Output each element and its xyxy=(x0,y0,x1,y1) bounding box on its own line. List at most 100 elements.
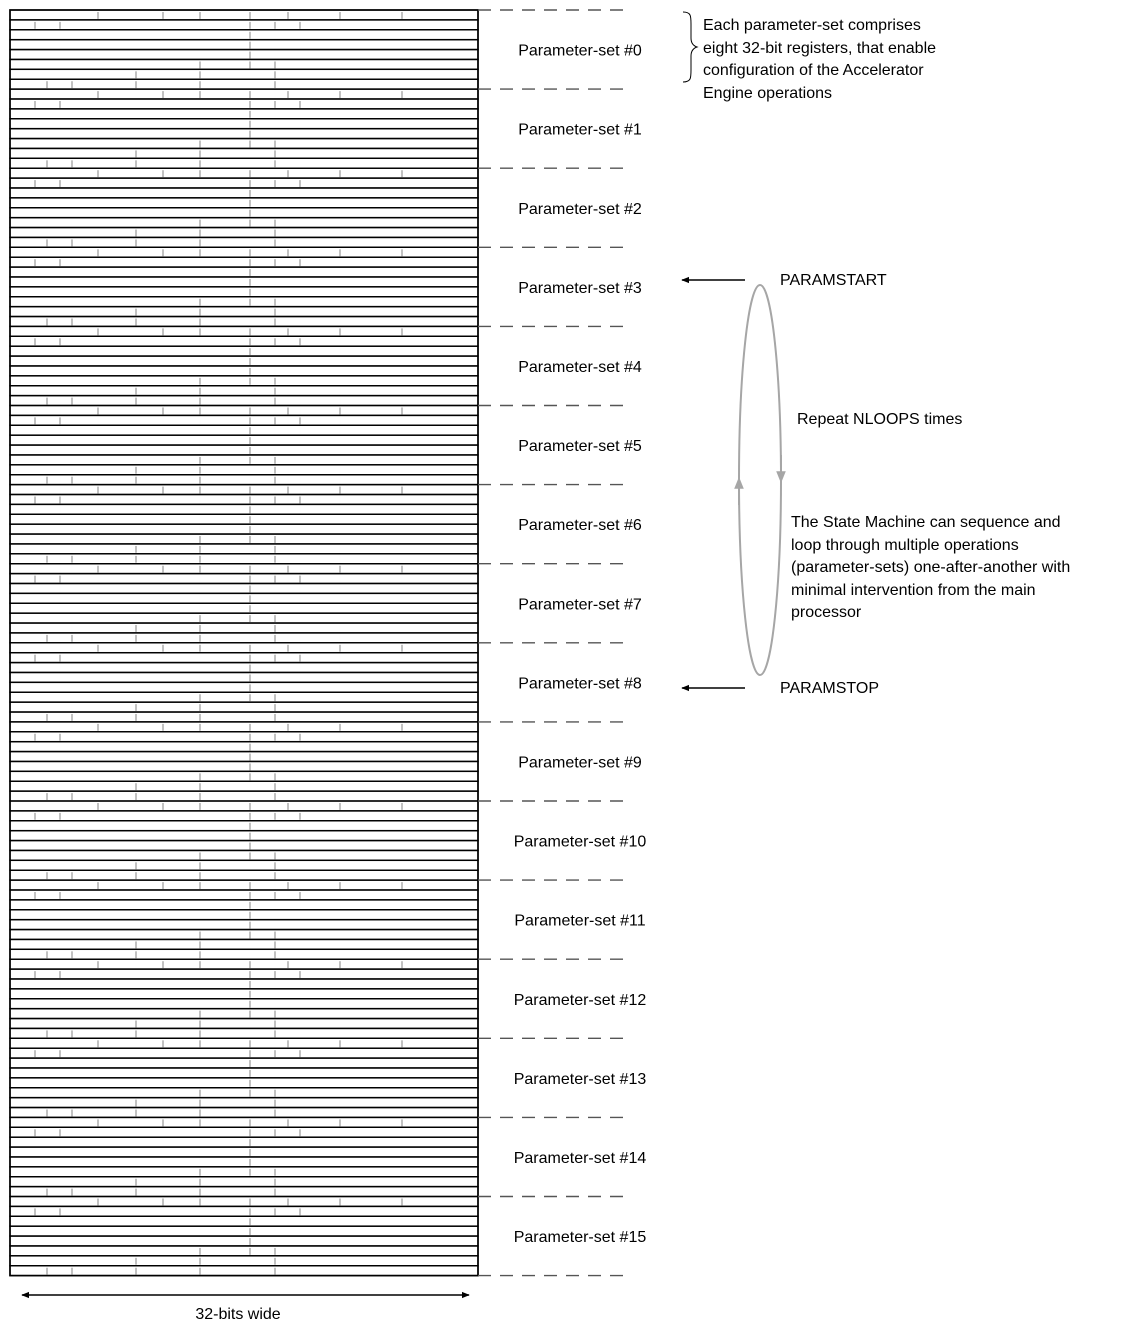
register-row xyxy=(9,98,479,110)
register-row xyxy=(9,454,479,466)
register-row xyxy=(9,424,479,436)
register-row xyxy=(9,1057,479,1069)
register-row xyxy=(9,375,479,387)
register-row xyxy=(9,622,479,634)
register-row xyxy=(9,29,479,41)
register-row xyxy=(9,177,479,189)
register-row xyxy=(9,760,479,773)
register-row xyxy=(9,592,479,604)
register-row xyxy=(9,928,479,941)
register-row xyxy=(9,286,479,298)
register-row xyxy=(9,1116,479,1128)
register-row xyxy=(9,988,479,1000)
register-row xyxy=(9,305,479,318)
parameter-set-label: Parameter-set #9 xyxy=(518,754,642,771)
register-row xyxy=(9,335,479,347)
register-row xyxy=(9,38,479,51)
note-line: processor xyxy=(791,604,862,621)
register-row xyxy=(9,1156,479,1168)
register-row xyxy=(9,948,479,960)
register-row xyxy=(9,19,479,31)
register-row xyxy=(9,1146,479,1158)
register-row xyxy=(9,385,479,397)
register-row xyxy=(9,1136,479,1148)
register-row xyxy=(9,1166,479,1178)
register-row xyxy=(9,226,479,239)
register-row xyxy=(9,958,479,970)
register-row xyxy=(9,721,479,733)
register-row xyxy=(9,582,479,595)
register-row xyxy=(9,1087,479,1099)
register-row xyxy=(9,1096,479,1109)
register-row xyxy=(9,1245,479,1257)
parameter-set-label: Parameter-set #15 xyxy=(514,1229,647,1246)
parameter-set-label: Parameter-set #3 xyxy=(518,280,642,297)
register-row xyxy=(9,849,479,862)
register-row xyxy=(9,9,479,21)
register-row xyxy=(9,810,479,822)
register-row xyxy=(9,1176,479,1188)
register-row xyxy=(9,78,479,90)
register-row xyxy=(9,918,479,931)
register-row xyxy=(9,345,479,357)
register-row xyxy=(9,859,479,871)
set-separators xyxy=(478,9,632,1277)
register-row xyxy=(9,671,479,684)
register-row xyxy=(9,1106,479,1119)
loop-ellipse xyxy=(738,284,782,676)
note-line: The State Machine can sequence and xyxy=(791,514,1061,531)
register-row xyxy=(9,1007,479,1020)
register-row xyxy=(9,869,479,881)
register-row xyxy=(9,256,479,268)
register-row xyxy=(9,483,479,496)
register-row xyxy=(9,711,479,723)
register-row xyxy=(9,216,479,229)
note-line: configuration of the Accelerator xyxy=(703,62,924,79)
register-row xyxy=(9,503,479,515)
parameter-set-label: Parameter-set #0 xyxy=(518,43,642,60)
register-row xyxy=(9,137,479,150)
register-row xyxy=(9,1185,479,1198)
state-machine-note: The State Machine can sequence and loop … xyxy=(791,514,1075,621)
register-row xyxy=(9,1215,479,1227)
register-row xyxy=(9,58,479,71)
register-row xyxy=(9,118,479,130)
parameter-set-label: Parameter-set #14 xyxy=(514,1150,647,1167)
register-row xyxy=(9,187,479,199)
register-row xyxy=(9,879,479,891)
register-row xyxy=(9,1205,479,1217)
parameter-set-label: Parameter-set #12 xyxy=(514,992,647,1009)
register-row xyxy=(9,1077,479,1089)
register-row xyxy=(9,365,479,377)
loop-label: Repeat NLOOPS times xyxy=(797,411,962,428)
parameter-set-label: Parameter-set #7 xyxy=(518,596,642,613)
parameter-set-label: Parameter-set #11 xyxy=(514,913,645,930)
register-row xyxy=(9,88,479,100)
register-row xyxy=(9,1067,479,1079)
register-row xyxy=(9,493,479,506)
register-row xyxy=(9,1017,479,1030)
note-line: eight 32-bit registers, that enable xyxy=(703,40,936,57)
register-row xyxy=(9,197,479,209)
register-row xyxy=(9,404,479,417)
register-row xyxy=(9,444,479,456)
register-row xyxy=(9,513,479,525)
register-row xyxy=(9,632,479,644)
register-row xyxy=(9,207,479,219)
register-row xyxy=(9,978,479,990)
register-row xyxy=(9,998,479,1010)
register-row xyxy=(9,1037,479,1049)
register-row xyxy=(9,108,479,120)
register-row xyxy=(9,681,479,693)
register-row xyxy=(9,325,479,337)
register-block xyxy=(9,9,479,1277)
register-row xyxy=(9,740,479,753)
register-row xyxy=(9,464,479,476)
register-row xyxy=(9,315,479,328)
paramstop-label: PARAMSTOP xyxy=(780,680,879,697)
register-row xyxy=(9,572,479,585)
register-row xyxy=(9,602,479,614)
parameter-set-brace xyxy=(682,11,699,83)
